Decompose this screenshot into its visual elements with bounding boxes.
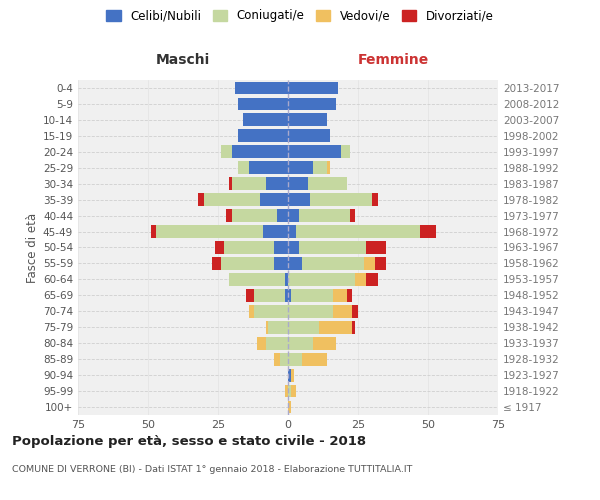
Bar [235,82,288,94]
Text: Popolazione per età, sesso e stato civile - 2018: Popolazione per età, sesso e stato civil… [12,435,366,448]
Bar [288,241,299,254]
Bar [257,337,266,349]
Bar [232,178,266,190]
Bar [352,305,358,318]
Bar [199,194,204,206]
Bar [313,162,327,174]
Bar [310,194,372,206]
Bar [341,146,350,158]
Bar [277,209,288,222]
Bar [285,289,288,302]
Bar [296,225,419,238]
Bar [350,209,355,222]
Bar [229,178,232,190]
Bar [285,273,288,286]
Bar [266,178,288,190]
Text: Maschi: Maschi [156,54,210,68]
Bar [232,209,277,222]
Bar [232,146,288,158]
Bar [288,321,319,334]
Bar [327,162,330,174]
Bar [266,321,268,334]
Bar [288,194,310,206]
Bar [226,209,232,222]
Bar [288,384,291,398]
Bar [288,146,341,158]
Bar [288,368,291,382]
Text: COMUNE DI VERRONE (BI) - Dati ISTAT 1° gennaio 2018 - Elaborazione TUTTITALIA.IT: COMUNE DI VERRONE (BI) - Dati ISTAT 1° g… [12,465,412,474]
Bar [229,273,285,286]
Bar [333,305,352,318]
Bar [367,241,386,254]
Bar [299,209,350,222]
Bar [288,257,302,270]
Bar [288,305,333,318]
Bar [288,209,299,222]
Bar [212,257,221,270]
Bar [151,225,157,238]
Bar [285,384,288,398]
Bar [274,353,280,366]
Bar [288,337,313,349]
Bar [299,241,367,254]
Bar [347,289,352,302]
Bar [372,194,377,206]
Bar [288,178,308,190]
Bar [288,225,296,238]
Bar [288,130,330,142]
Bar [263,225,288,238]
Bar [215,241,224,254]
Bar [224,241,274,254]
Bar [157,225,263,238]
Bar [238,98,288,110]
Bar [367,273,377,286]
Bar [238,162,249,174]
Bar [288,353,302,366]
Bar [308,178,347,190]
Legend: Celibi/Nubili, Coniugati/e, Vedovi/e, Divorziati/e: Celibi/Nubili, Coniugati/e, Vedovi/e, Di… [103,6,497,26]
Bar [274,257,288,270]
Bar [280,353,288,366]
Bar [249,162,288,174]
Bar [333,289,347,302]
Bar [364,257,375,270]
Bar [419,225,436,238]
Bar [288,162,313,174]
Bar [319,321,352,334]
Bar [221,257,274,270]
Bar [313,337,335,349]
Bar [238,130,288,142]
Bar [288,400,291,413]
Bar [302,257,364,270]
Bar [249,305,254,318]
Bar [291,384,296,398]
Bar [260,194,288,206]
Bar [243,114,288,126]
Bar [268,321,288,334]
Bar [288,289,291,302]
Y-axis label: Fasce di età: Fasce di età [26,212,39,282]
Bar [204,194,260,206]
Bar [288,114,327,126]
Bar [254,289,285,302]
Bar [246,289,254,302]
Bar [274,241,288,254]
Bar [288,82,338,94]
Text: Femmine: Femmine [358,54,428,68]
Bar [375,257,386,270]
Bar [355,273,367,286]
Bar [352,321,355,334]
Bar [254,305,288,318]
Bar [288,273,355,286]
Bar [291,368,293,382]
Bar [302,353,327,366]
Bar [291,289,333,302]
Bar [288,98,335,110]
Bar [221,146,232,158]
Bar [266,337,288,349]
